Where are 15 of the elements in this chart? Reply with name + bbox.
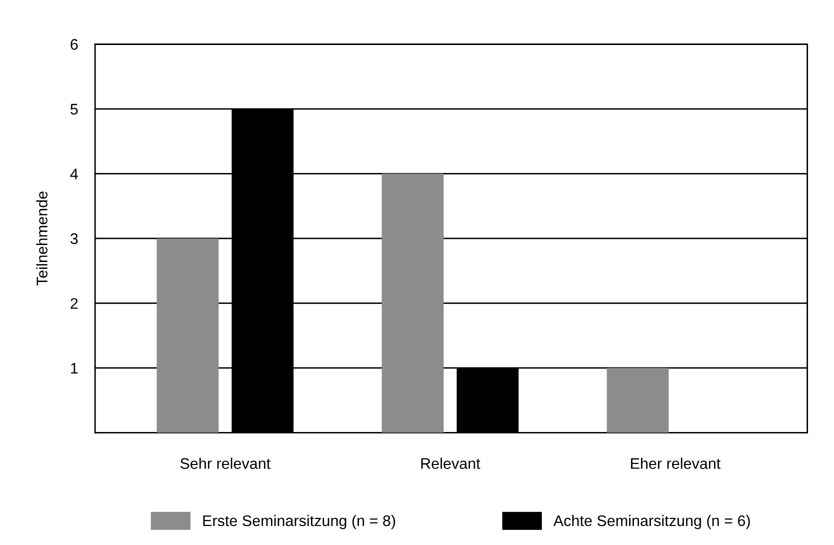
y-tick-label: 1 bbox=[71, 362, 78, 374]
y-tick-label: 4 bbox=[70, 168, 78, 180]
y-tick-label: 6 bbox=[70, 39, 78, 50]
legend-label: Erste Seminarsitzung (n = 8) bbox=[203, 514, 396, 530]
bar bbox=[382, 174, 444, 433]
y-tick-label: 5 bbox=[70, 104, 78, 115]
bar bbox=[156, 238, 219, 433]
y-tick-label: 2 bbox=[70, 298, 78, 309]
bar bbox=[606, 368, 669, 433]
legend-label: Achte Seminarsitzung (n = 6) bbox=[553, 514, 750, 530]
x-tick-label: Sehr relevant bbox=[180, 458, 270, 469]
y-tick-label: 3 bbox=[70, 233, 78, 244]
x-tick-label: Relevant bbox=[421, 458, 480, 469]
y-axis-title: Teilnehmende bbox=[36, 192, 48, 286]
x-tick-label: Eher relevant bbox=[631, 458, 721, 469]
